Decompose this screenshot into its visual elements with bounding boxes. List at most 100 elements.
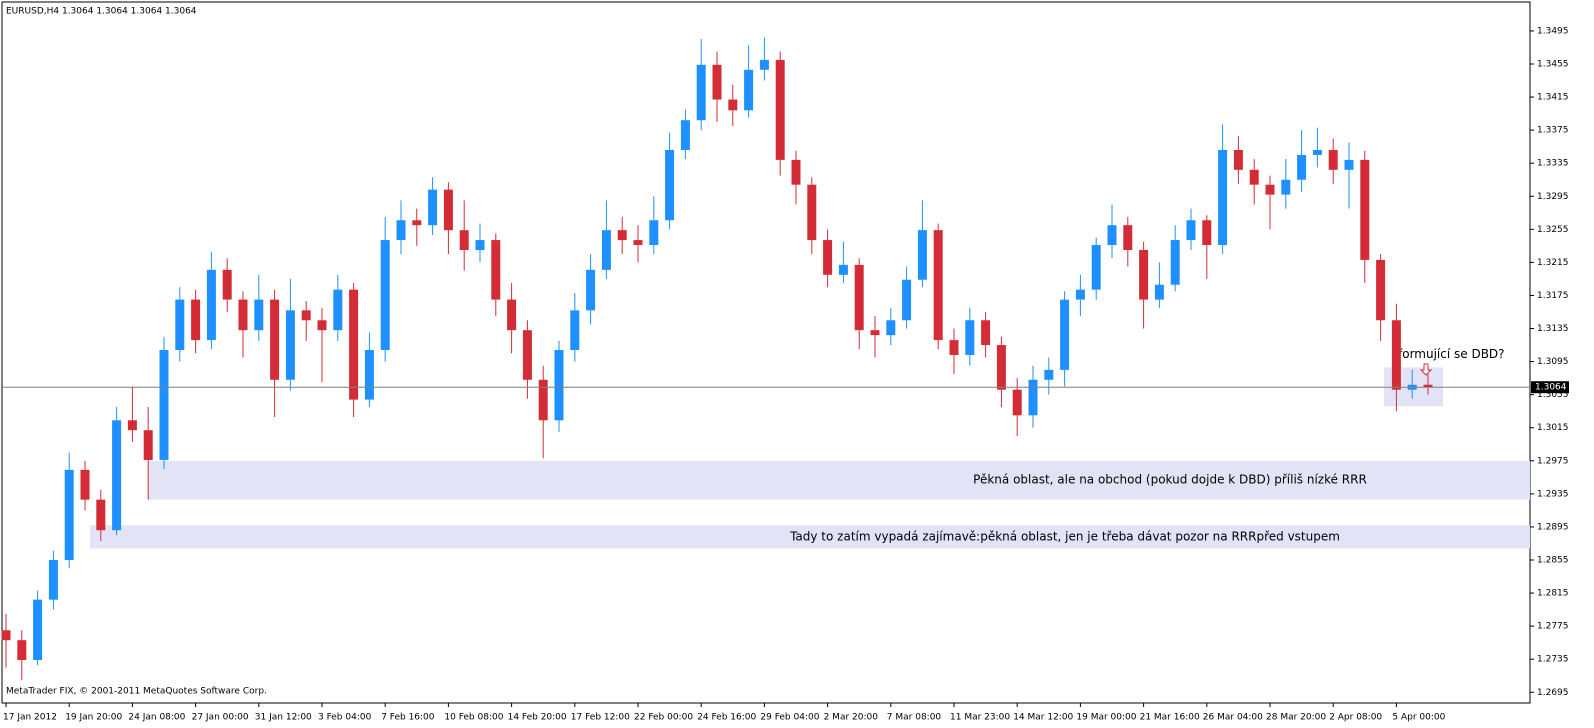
candle-body [902,279,912,321]
x-tick-label: 17 Jan 2012 [3,713,57,723]
candle-body [1360,159,1370,260]
y-tick-label: 1.2775 [1537,622,1569,632]
candle-body [1202,220,1212,246]
candle-body [807,184,817,241]
candle-body [206,269,216,341]
y-tick-label: 1.2735 [1537,655,1569,665]
candle-body [159,350,169,460]
candle-body [617,230,627,241]
candle-body [1249,169,1259,185]
candle-body [380,240,390,351]
candle-body [538,379,548,421]
candle-body [412,220,422,226]
x-tick-label: 28 Mar 20:00 [1266,713,1326,723]
candle-body [191,299,201,341]
x-tick-label: 24 Feb 16:00 [697,713,756,723]
y-tick-label: 1.3175 [1537,291,1569,301]
candle-body [428,189,438,226]
y-tick-label: 1.3215 [1537,258,1569,268]
candle-body [1028,379,1038,416]
candle-body [1312,149,1322,155]
chart-title: EURUSD,H4 1.3064 1.3064 1.3064 1.3064 [6,7,197,17]
candle-body [1233,149,1243,170]
candle-body [586,269,596,311]
candle-body [396,220,406,241]
candle-body [870,330,880,336]
y-tick-label: 1.3455 [1537,59,1569,69]
candle-body [996,345,1006,390]
candle-body [1154,284,1164,300]
x-tick-label: 7 Feb 16:00 [381,713,435,723]
candle-body [601,230,611,270]
candle-body [48,559,58,600]
candle-body [744,69,754,111]
y-tick-label: 1.3095 [1537,357,1569,367]
x-tick-label: 2 Mar 20:00 [824,713,879,723]
x-tick-label: 17 Feb 12:00 [571,713,630,723]
candle-body [680,120,690,150]
candle-body [491,240,501,300]
candle-body [1281,179,1291,195]
zone [90,525,1530,549]
candle-body [1376,259,1386,321]
candle-body [1075,289,1085,300]
y-tick-label: 1.2695 [1537,688,1569,698]
candle-body [728,99,738,111]
y-tick-label: 1.3015 [1537,423,1569,433]
x-tick-label: 7 Mar 08:00 [887,713,942,723]
candle-body [712,64,722,100]
candle-body [775,59,785,160]
annotation: formující se DBD? [1398,347,1505,361]
candle-body [949,340,959,355]
candle-body [838,264,848,275]
candle-body [1170,240,1180,285]
candle-body [33,599,43,661]
candle-body [554,350,564,421]
y-tick-label: 1.3415 [1537,93,1569,103]
candle-body [80,469,90,500]
y-tick-label: 1.3135 [1537,324,1569,334]
candle-body [112,420,122,531]
plot-frame [1,1,1531,704]
candle-body [886,320,896,336]
x-tick-label: 27 Jan 00:00 [192,713,249,723]
candle-body [475,240,485,250]
y-tick-label: 1.2935 [1537,489,1569,499]
y-tick-label: 1.2975 [1537,456,1569,466]
x-tick-label: 5 Apr 00:00 [1392,713,1445,723]
y-tick-label: 1.3335 [1537,159,1569,169]
candle-body [17,640,27,661]
x-tick-label: 11 Mar 23:00 [950,713,1010,723]
candle-body [1344,159,1354,170]
candle-body [570,310,580,351]
candle-body [696,64,706,121]
candle-body [238,299,248,331]
candle-body [301,310,311,321]
candle-body [917,230,927,280]
candle-body [1218,149,1228,246]
candle-body [459,230,469,250]
candle-body [96,499,106,531]
price-label: 1.3064 [1535,383,1567,393]
candle-body [759,59,769,70]
candle-body [64,469,74,560]
x-tick-label: 19 Jan 20:00 [65,713,122,723]
candle-body [1044,369,1054,380]
candle-body [254,299,264,331]
candle-body [175,299,185,351]
y-tick-label: 1.2855 [1537,555,1569,565]
candle-body [823,240,833,275]
y-tick-label: 1.3375 [1537,126,1569,136]
candle-body [1423,384,1433,388]
candle-body [1091,245,1101,290]
x-tick-label: 14 Mar 12:00 [1013,713,1073,723]
x-tick-label: 29 Feb 04:00 [760,713,819,723]
candle-body [143,430,153,460]
candle-body [1012,389,1022,416]
x-tick-label: 19 Mar 00:00 [1076,713,1136,723]
zone [148,460,1530,500]
candle-body [507,299,517,331]
arrow-icon [1419,363,1433,376]
